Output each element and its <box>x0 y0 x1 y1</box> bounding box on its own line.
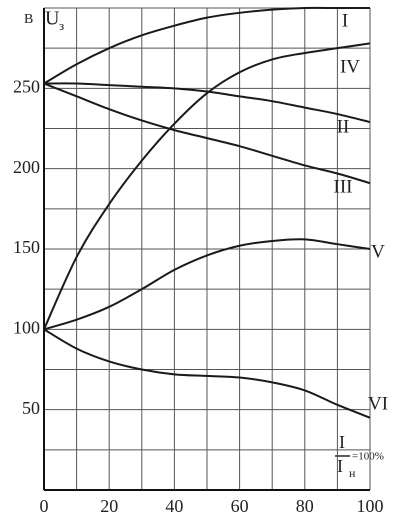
y-unit: В <box>24 12 33 27</box>
series-label: II <box>337 116 350 137</box>
x-label-num: I <box>339 432 345 452</box>
x-label-den-sub: н <box>349 466 356 480</box>
x-tick-label: 100 <box>357 496 384 516</box>
y-label-sub: з <box>59 18 64 33</box>
series-label: VI <box>368 393 388 414</box>
curve <box>43 328 371 419</box>
y-tick-label: 250 <box>13 76 40 96</box>
series-label: IV <box>340 56 360 77</box>
curve <box>43 42 371 330</box>
x-label-note: =100% <box>352 451 384 463</box>
x-label-den: I <box>337 456 343 476</box>
series-label: I <box>342 10 348 31</box>
curve <box>43 82 371 124</box>
x-tick-label: 20 <box>100 496 118 516</box>
y-tick-label: 200 <box>13 157 40 177</box>
series-label: V <box>371 241 385 262</box>
curve <box>43 6 370 85</box>
y-label: U <box>45 8 60 30</box>
curve <box>43 238 371 331</box>
y-tick-label: 50 <box>22 398 40 418</box>
x-tick-label: 60 <box>231 496 249 516</box>
curve <box>43 82 371 185</box>
y-tick-label: 100 <box>13 317 40 337</box>
x-tick-label: 40 <box>165 496 183 516</box>
series-label: III <box>334 176 353 197</box>
x-tick-label: 80 <box>296 496 314 516</box>
x-tick-label: 0 <box>40 496 49 516</box>
y-tick-label: 150 <box>13 237 40 257</box>
